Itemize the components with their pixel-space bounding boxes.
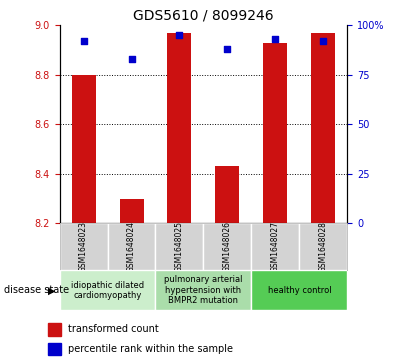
Text: pulmonary arterial
hypertension with
BMPR2 mutation: pulmonary arterial hypertension with BMP… — [164, 276, 242, 305]
Bar — [203, 223, 252, 270]
Text: GSM1648027: GSM1648027 — [271, 221, 280, 272]
Point — [128, 56, 135, 62]
Bar — [168, 33, 192, 223]
Bar — [263, 43, 287, 223]
Text: ▶: ▶ — [48, 285, 55, 295]
Point — [320, 38, 327, 44]
Point — [80, 38, 87, 44]
Text: GSM1648023: GSM1648023 — [79, 221, 88, 272]
Text: GSM1648025: GSM1648025 — [175, 221, 184, 272]
Text: idiopathic dilated
cardiomyopathy: idiopathic dilated cardiomyopathy — [71, 281, 144, 300]
Bar — [48, 323, 61, 335]
Text: GSM1648028: GSM1648028 — [319, 221, 328, 272]
Bar — [215, 166, 239, 223]
Text: transformed count: transformed count — [68, 324, 159, 334]
Point — [272, 36, 279, 42]
Bar — [299, 223, 347, 270]
Bar — [108, 223, 155, 270]
Bar — [120, 199, 143, 223]
Text: percentile rank within the sample: percentile rank within the sample — [68, 344, 233, 354]
Bar — [155, 223, 203, 270]
Bar — [311, 33, 335, 223]
Bar — [155, 270, 252, 310]
Point — [224, 46, 231, 52]
Bar — [60, 223, 108, 270]
Title: GDS5610 / 8099246: GDS5610 / 8099246 — [133, 9, 274, 23]
Text: healthy control: healthy control — [268, 286, 331, 295]
Bar — [72, 75, 95, 223]
Bar — [252, 270, 347, 310]
Text: disease state: disease state — [4, 285, 69, 295]
Bar — [252, 223, 299, 270]
Point — [176, 32, 183, 38]
Bar — [60, 270, 155, 310]
Bar — [48, 343, 61, 355]
Text: GSM1648026: GSM1648026 — [223, 221, 232, 272]
Text: GSM1648024: GSM1648024 — [127, 221, 136, 272]
